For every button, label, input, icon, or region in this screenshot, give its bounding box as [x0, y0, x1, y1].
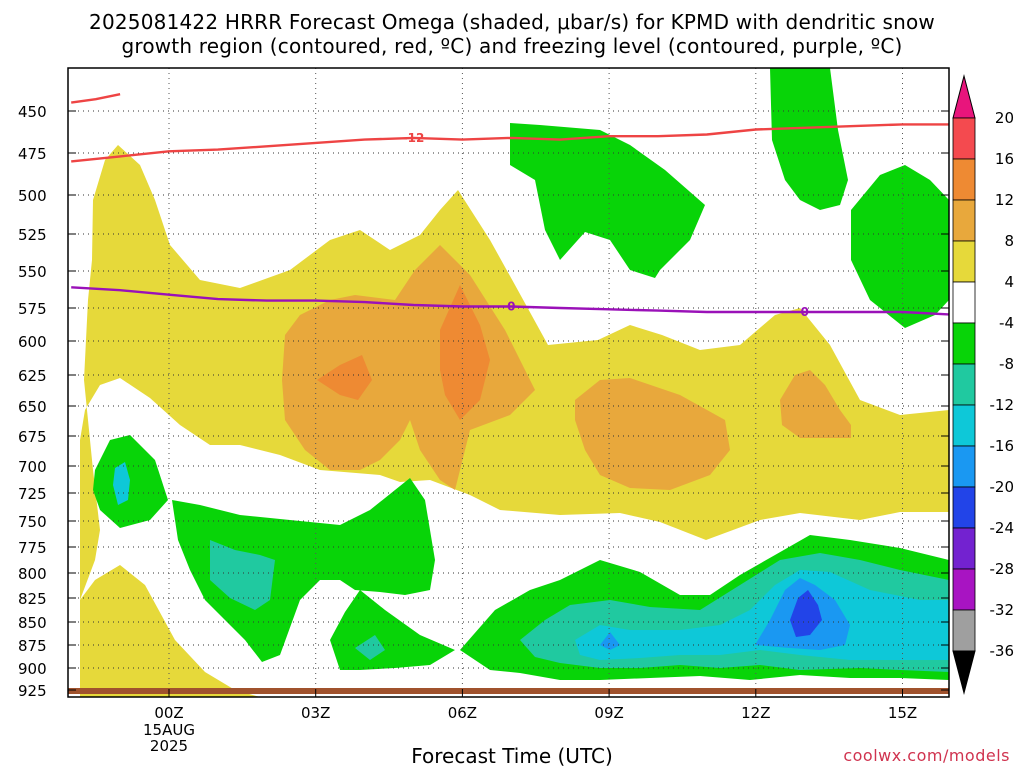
y-tick-label-525: 525 [18, 226, 47, 244]
ground-level-bar [68, 688, 949, 694]
omega-region-m4-m8-mid [172, 478, 435, 662]
grid-lines [68, 68, 949, 697]
x-tick-sublabel-0: 15AUG [143, 721, 195, 739]
colorbar-band-m24_m20 [952, 486, 976, 529]
colorbar-label-1: 16 [995, 150, 1014, 168]
contour-line-1 [71, 93, 121, 104]
credit-text: coolwx.com/models [843, 746, 1010, 765]
colorbar-label-7: -12 [990, 396, 1015, 414]
colorbar-label-9: -20 [990, 478, 1015, 496]
y-tick-label-600: 600 [18, 333, 47, 351]
y-tick-label-650: 650 [18, 398, 47, 416]
y-tick-label-450: 450 [18, 103, 47, 121]
y-tick-label-775: 775 [18, 539, 47, 557]
contour-lines: -12 0 0 [71, 93, 949, 319]
colorbar-label-10: -24 [990, 519, 1015, 537]
omega-region-12-16-a [317, 355, 372, 400]
colorbar-label-6: -8 [999, 355, 1014, 373]
colorbar-label-3: 8 [1004, 232, 1014, 250]
colorbar-band-4_8 [952, 240, 976, 283]
omega-region-m12-m16-left [113, 462, 130, 505]
colorbar-band-12_16 [952, 158, 976, 201]
y-tick-label-850: 850 [18, 614, 47, 632]
plot-frame [67, 67, 950, 698]
y-tick-label-725: 725 [18, 485, 47, 503]
colorbar-band-m4_4 [952, 281, 976, 324]
y-tick-label-475: 475 [18, 145, 47, 163]
omega-region-4-8 [80, 145, 949, 697]
omega-region-m8-m12-mid [210, 540, 275, 610]
contour-line-0 [71, 123, 949, 163]
omega-region-m4-m8-top-b [770, 68, 848, 210]
contour-label-0-0: -12 [403, 131, 425, 145]
colorbar-band-m28_m24 [952, 527, 976, 570]
colorbar-label-11: -28 [990, 560, 1015, 578]
x-tick-label-06Z: 06Z [448, 704, 477, 722]
x-tick-sublabel-1: 2025 [150, 737, 188, 755]
y-tick-label-925: 925 [18, 682, 47, 700]
contour-line-2 [71, 286, 949, 316]
y-tick-label-625: 625 [18, 367, 47, 385]
colorbar-top-arrow [952, 74, 976, 119]
colorbar-label-8: -16 [990, 437, 1015, 455]
y-tick-label-875: 875 [18, 637, 47, 655]
colorbar-label-2: 12 [995, 191, 1014, 209]
colorbar: 20 16 12 8 4 -4 -8 -12 -16 -20 -24 -28 -32 -36 [952, 74, 1015, 695]
colorbar-label-0: 20 [995, 109, 1014, 127]
contour-label-2-1: 0 [801, 305, 809, 319]
colorbar-label-12: -32 [990, 601, 1015, 619]
colorbar-band-m8_m4 [952, 322, 976, 365]
y-tick-label-825: 825 [18, 590, 47, 608]
colorbar-label-13: -36 [990, 642, 1015, 660]
x-tick-label-15Z: 15Z [888, 704, 917, 722]
chart-title-line-2: growth region (contoured, red, ºC) and f… [121, 34, 903, 58]
x-tick-label-00Z: 00Z [154, 704, 183, 722]
omega-region-m8-m12-low-a [355, 635, 385, 660]
omega-region-m12-m16-low [575, 570, 949, 660]
ground-strip [68, 688, 949, 694]
omega-region-m4-m8-top-a [510, 123, 705, 278]
omega-region-4-8-low [80, 565, 260, 697]
omega-region-8-12-c [780, 370, 851, 438]
x-axis-title: Forecast Time (UTC) [411, 744, 613, 768]
y-tick-label-750: 750 [18, 513, 47, 531]
colorbar-band-m32_m28 [952, 568, 976, 611]
colorbar-band-m16_m12 [952, 404, 976, 447]
colorbar-band-m20_m16 [952, 445, 976, 488]
y-tick-label-550: 550 [18, 263, 47, 281]
x-tick-label-03Z: 03Z [301, 704, 330, 722]
colorbar-band-16_20 [952, 117, 976, 160]
colorbar-band-m36_m32 [952, 609, 976, 652]
y-tick-label-675: 675 [18, 428, 47, 446]
y-tick-label-700: 700 [18, 458, 47, 476]
y-tick-label-500: 500 [18, 187, 47, 205]
colorbar-band-8_12 [952, 199, 976, 242]
omega-region-m4-m8-top-c [851, 165, 949, 328]
omega-region-m16-m20-a [600, 632, 620, 650]
chart-title-line-1: 2025081422 HRRR Forecast Omega (shaded, … [89, 10, 935, 34]
contour-label-2-0: 0 [507, 300, 515, 314]
x-tick-label-09Z: 09Z [594, 704, 623, 722]
omega-region-12-16-b [440, 285, 490, 420]
omega-shading [80, 68, 949, 697]
y-axis: 450 475 500 525 550 575 600 625 650 675 700 725 750 7… [18, 103, 949, 700]
colorbar-bottom-arrow [952, 650, 976, 695]
colorbar-label-4: 4 [1004, 273, 1014, 291]
omega-region-m4-m8-left [93, 435, 168, 528]
omega-region-m20-m24 [790, 590, 822, 637]
x-tick-label-12Z: 12Z [741, 704, 770, 722]
y-tick-label-575: 575 [18, 300, 47, 318]
colorbar-band-m12_m8 [952, 363, 976, 406]
colorbar-label-5: -4 [999, 314, 1014, 332]
y-tick-label-900: 900 [18, 660, 47, 678]
y-tick-label-800: 800 [18, 565, 47, 583]
